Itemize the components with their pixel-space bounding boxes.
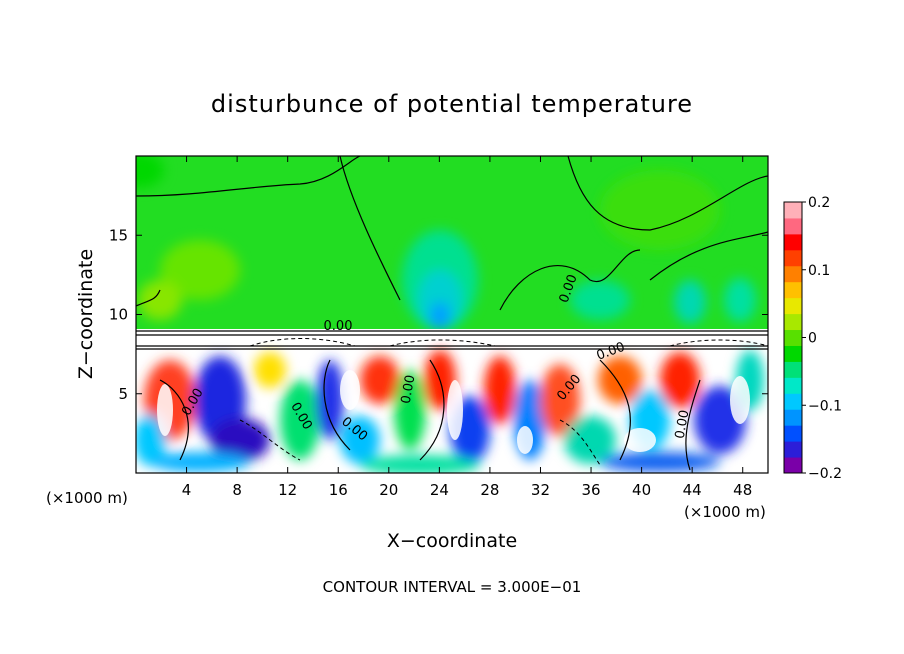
x-tick-label: 48 (733, 481, 752, 499)
x-tick-label: 28 (480, 481, 499, 499)
contour-label: 0.00 (324, 319, 353, 334)
colorbar-swatch (784, 297, 802, 315)
colorbar-swatch (784, 457, 802, 474)
colorbar-swatch (784, 313, 802, 331)
colorbar-swatch (784, 377, 802, 394)
colorbar-swatch (784, 393, 802, 410)
x-tick-label: 40 (632, 481, 651, 499)
colorbar-swatch (784, 441, 802, 458)
colorbar-swatch (784, 361, 802, 378)
colorbar-swatch (784, 249, 802, 267)
colorbar-swatch (784, 425, 802, 442)
contour-interval-note: CONTOUR INTERVAL = 3.000E−01 (323, 578, 582, 596)
colorbar-swatch (784, 233, 802, 251)
x-tick-label: 8 (232, 481, 242, 499)
contour-label: 0.00 (399, 374, 419, 405)
colorbar-swatch (784, 202, 802, 219)
x-tick-label: 24 (430, 481, 449, 499)
colorbar-swatch (784, 329, 802, 346)
x-tick-label: 36 (581, 481, 600, 499)
x-tick-label: 16 (329, 481, 348, 499)
contour-label: 0.00 (673, 409, 693, 440)
x-tick-label: 20 (379, 481, 398, 499)
x-axis: 4 8 12 16 20 24 28 32 36 40 44 48 (182, 156, 752, 499)
x-tick-label: 12 (278, 481, 297, 499)
colorbar-tick-label: −0.2 (808, 466, 842, 482)
colorbar-swatch (784, 265, 802, 283)
x-tick-label: 4 (182, 481, 192, 499)
x-tick-label: 44 (683, 481, 702, 499)
colorbar-tick-label: −0.1 (808, 398, 842, 414)
colorbar-swatch (784, 409, 802, 426)
x-tick-label: 32 (531, 481, 550, 499)
colorbar: 0.2 0.1 0 −0.1 −0.2 (783, 195, 842, 482)
colorbar-tick-label: 0.2 (808, 195, 830, 211)
y-tick-label: 10 (109, 306, 128, 324)
colorbar-tick-label: 0 (808, 331, 817, 347)
y-tick-label: 15 (109, 226, 128, 244)
colorbar-tick-label: 0.1 (808, 263, 830, 279)
chart-title: disturbunce of potential temperature (211, 90, 693, 118)
colorbar-swatch (784, 281, 802, 299)
colorbar-swatch (784, 217, 802, 235)
heatmap-field (136, 156, 768, 473)
y-axis-label: Z−coordinate (75, 249, 97, 379)
y-axis: 5 10 15 (109, 226, 768, 403)
x-unit-left: (×1000 m) (46, 489, 128, 507)
colorbar-swatch (784, 345, 802, 362)
x-axis-label: X−coordinate (387, 530, 517, 552)
y-tick-label: 5 (118, 385, 128, 403)
x-unit-right: (×1000 m) (684, 503, 766, 521)
